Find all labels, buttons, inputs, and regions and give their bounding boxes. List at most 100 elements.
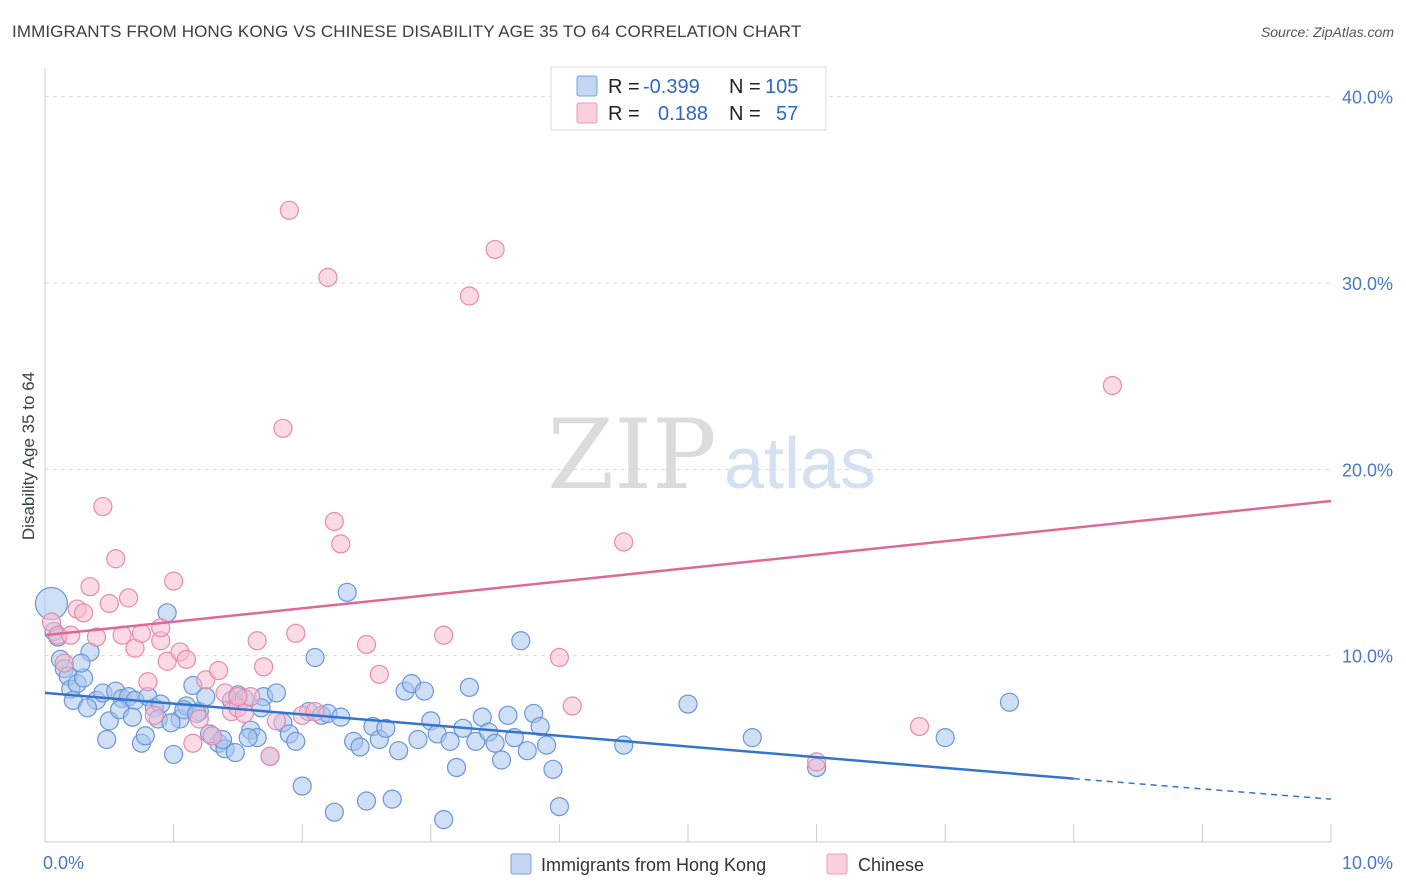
trendlines	[44, 499, 1332, 800]
watermark-zip: ZIP	[547, 399, 716, 511]
point-hong-kong	[536, 735, 557, 755]
y-axis-title: Disability Age 35 to 64	[19, 372, 38, 540]
point-hong-kong	[382, 789, 402, 809]
point-hong-kong	[491, 750, 512, 770]
point-hong-kong	[77, 698, 98, 718]
x-tick-label: 10.0%	[1342, 853, 1393, 873]
point-hong-kong	[446, 757, 467, 778]
point-chinese	[909, 716, 930, 737]
point-chinese	[234, 703, 254, 724]
point-chinese	[209, 660, 229, 681]
point-chinese	[356, 634, 377, 655]
point-chinese	[434, 625, 454, 645]
point-chinese	[260, 746, 280, 766]
point-chinese	[183, 733, 203, 753]
point-hong-kong	[742, 728, 762, 748]
stats-swatch-chinese	[576, 102, 598, 124]
point-hong-kong	[292, 776, 312, 796]
chart-title: IMMIGRANTS FROM HONG KONG VS CHINESE DIS…	[12, 22, 802, 41]
point-chinese	[254, 657, 274, 677]
point-chinese	[279, 200, 299, 220]
watermark-atlas: atlas	[724, 424, 876, 504]
point-hong-kong	[434, 810, 454, 830]
point-chinese	[324, 511, 344, 532]
point-hong-kong	[337, 582, 357, 602]
legend-swatch-hong-kong	[510, 853, 532, 875]
point-hong-kong	[238, 728, 258, 748]
point-chinese	[164, 571, 184, 591]
point-hong-kong	[350, 737, 370, 757]
point-hong-kong	[517, 741, 537, 761]
point-hong-kong	[356, 791, 377, 811]
series-legend: Immigrants from Hong Kong Chinese	[510, 853, 924, 875]
point-hong-kong	[549, 796, 570, 817]
point-hong-kong	[614, 735, 634, 755]
point-hong-kong	[408, 729, 428, 750]
trendline-hong-kong	[44, 691, 1074, 780]
stats-r-label: R =	[608, 103, 640, 125]
trendline-chinese	[44, 499, 1332, 637]
point-hong-kong	[135, 726, 155, 746]
point-chinese	[485, 239, 505, 260]
legend-label-chinese: Chinese	[858, 855, 924, 875]
point-chinese	[318, 267, 338, 287]
point-hong-kong	[440, 731, 460, 751]
point-hong-kong	[935, 728, 955, 748]
point-chinese	[73, 603, 94, 623]
point-hong-kong	[286, 731, 306, 751]
point-hong-kong	[459, 677, 479, 697]
point-chinese	[266, 711, 287, 731]
point-chinese	[61, 625, 81, 645]
stats-r-label: R =	[608, 76, 640, 98]
stats-legend: R = -0.399 N = 105 R = 0.188 N = 57	[550, 66, 827, 131]
y-tick-label: 30.0%	[1342, 274, 1393, 294]
y-tick-label: 20.0%	[1342, 460, 1393, 480]
point-chinese	[93, 496, 113, 517]
point-hong-kong	[498, 705, 518, 725]
point-hong-kong	[225, 742, 245, 763]
y-tick-label: 40.0%	[1342, 88, 1393, 108]
legend-swatch-chinese	[826, 853, 848, 875]
point-chinese	[273, 418, 293, 438]
point-hong-kong	[466, 731, 486, 751]
y-tick-label: 10.0%	[1342, 647, 1393, 667]
point-chinese	[202, 726, 222, 746]
point-hong-kong	[324, 802, 344, 822]
point-chinese	[305, 701, 325, 722]
stats-n-label: N =	[729, 76, 761, 98]
stats-r-value: -0.399	[643, 76, 700, 98]
point-chinese	[196, 670, 216, 690]
point-hong-kong	[678, 694, 698, 714]
point-hong-kong	[122, 707, 143, 727]
x-tick-label: 0.0%	[43, 853, 84, 873]
stats-n-value: 105	[765, 76, 798, 98]
point-hong-kong	[376, 718, 396, 738]
point-chinese	[138, 672, 158, 692]
point-chinese	[614, 532, 634, 552]
point-chinese	[157, 651, 177, 671]
point-hong-kong	[164, 744, 184, 765]
point-chinese	[459, 286, 479, 306]
point-chinese	[106, 549, 126, 569]
point-chinese	[247, 631, 267, 651]
stats-r-value: 0.188	[658, 103, 708, 125]
point-chinese	[331, 534, 351, 554]
point-chinese	[118, 588, 139, 608]
point-hong-kong	[414, 681, 434, 701]
point-chinese	[80, 577, 100, 597]
stats-swatch-hong-kong	[576, 75, 598, 97]
series-chinese	[41, 200, 1122, 772]
point-hong-kong	[485, 733, 505, 753]
point-chinese	[549, 647, 570, 668]
point-hong-kong	[266, 683, 287, 703]
point-hong-kong	[305, 647, 325, 668]
stats-n-label: N =	[729, 103, 761, 125]
point-hong-kong	[196, 687, 216, 707]
point-chinese	[54, 653, 74, 673]
gridlines	[45, 96, 1331, 657]
point-chinese	[562, 696, 582, 716]
trendline-hong-kong-extension	[1073, 777, 1332, 800]
point-chinese	[369, 664, 389, 684]
point-chinese	[144, 705, 164, 725]
